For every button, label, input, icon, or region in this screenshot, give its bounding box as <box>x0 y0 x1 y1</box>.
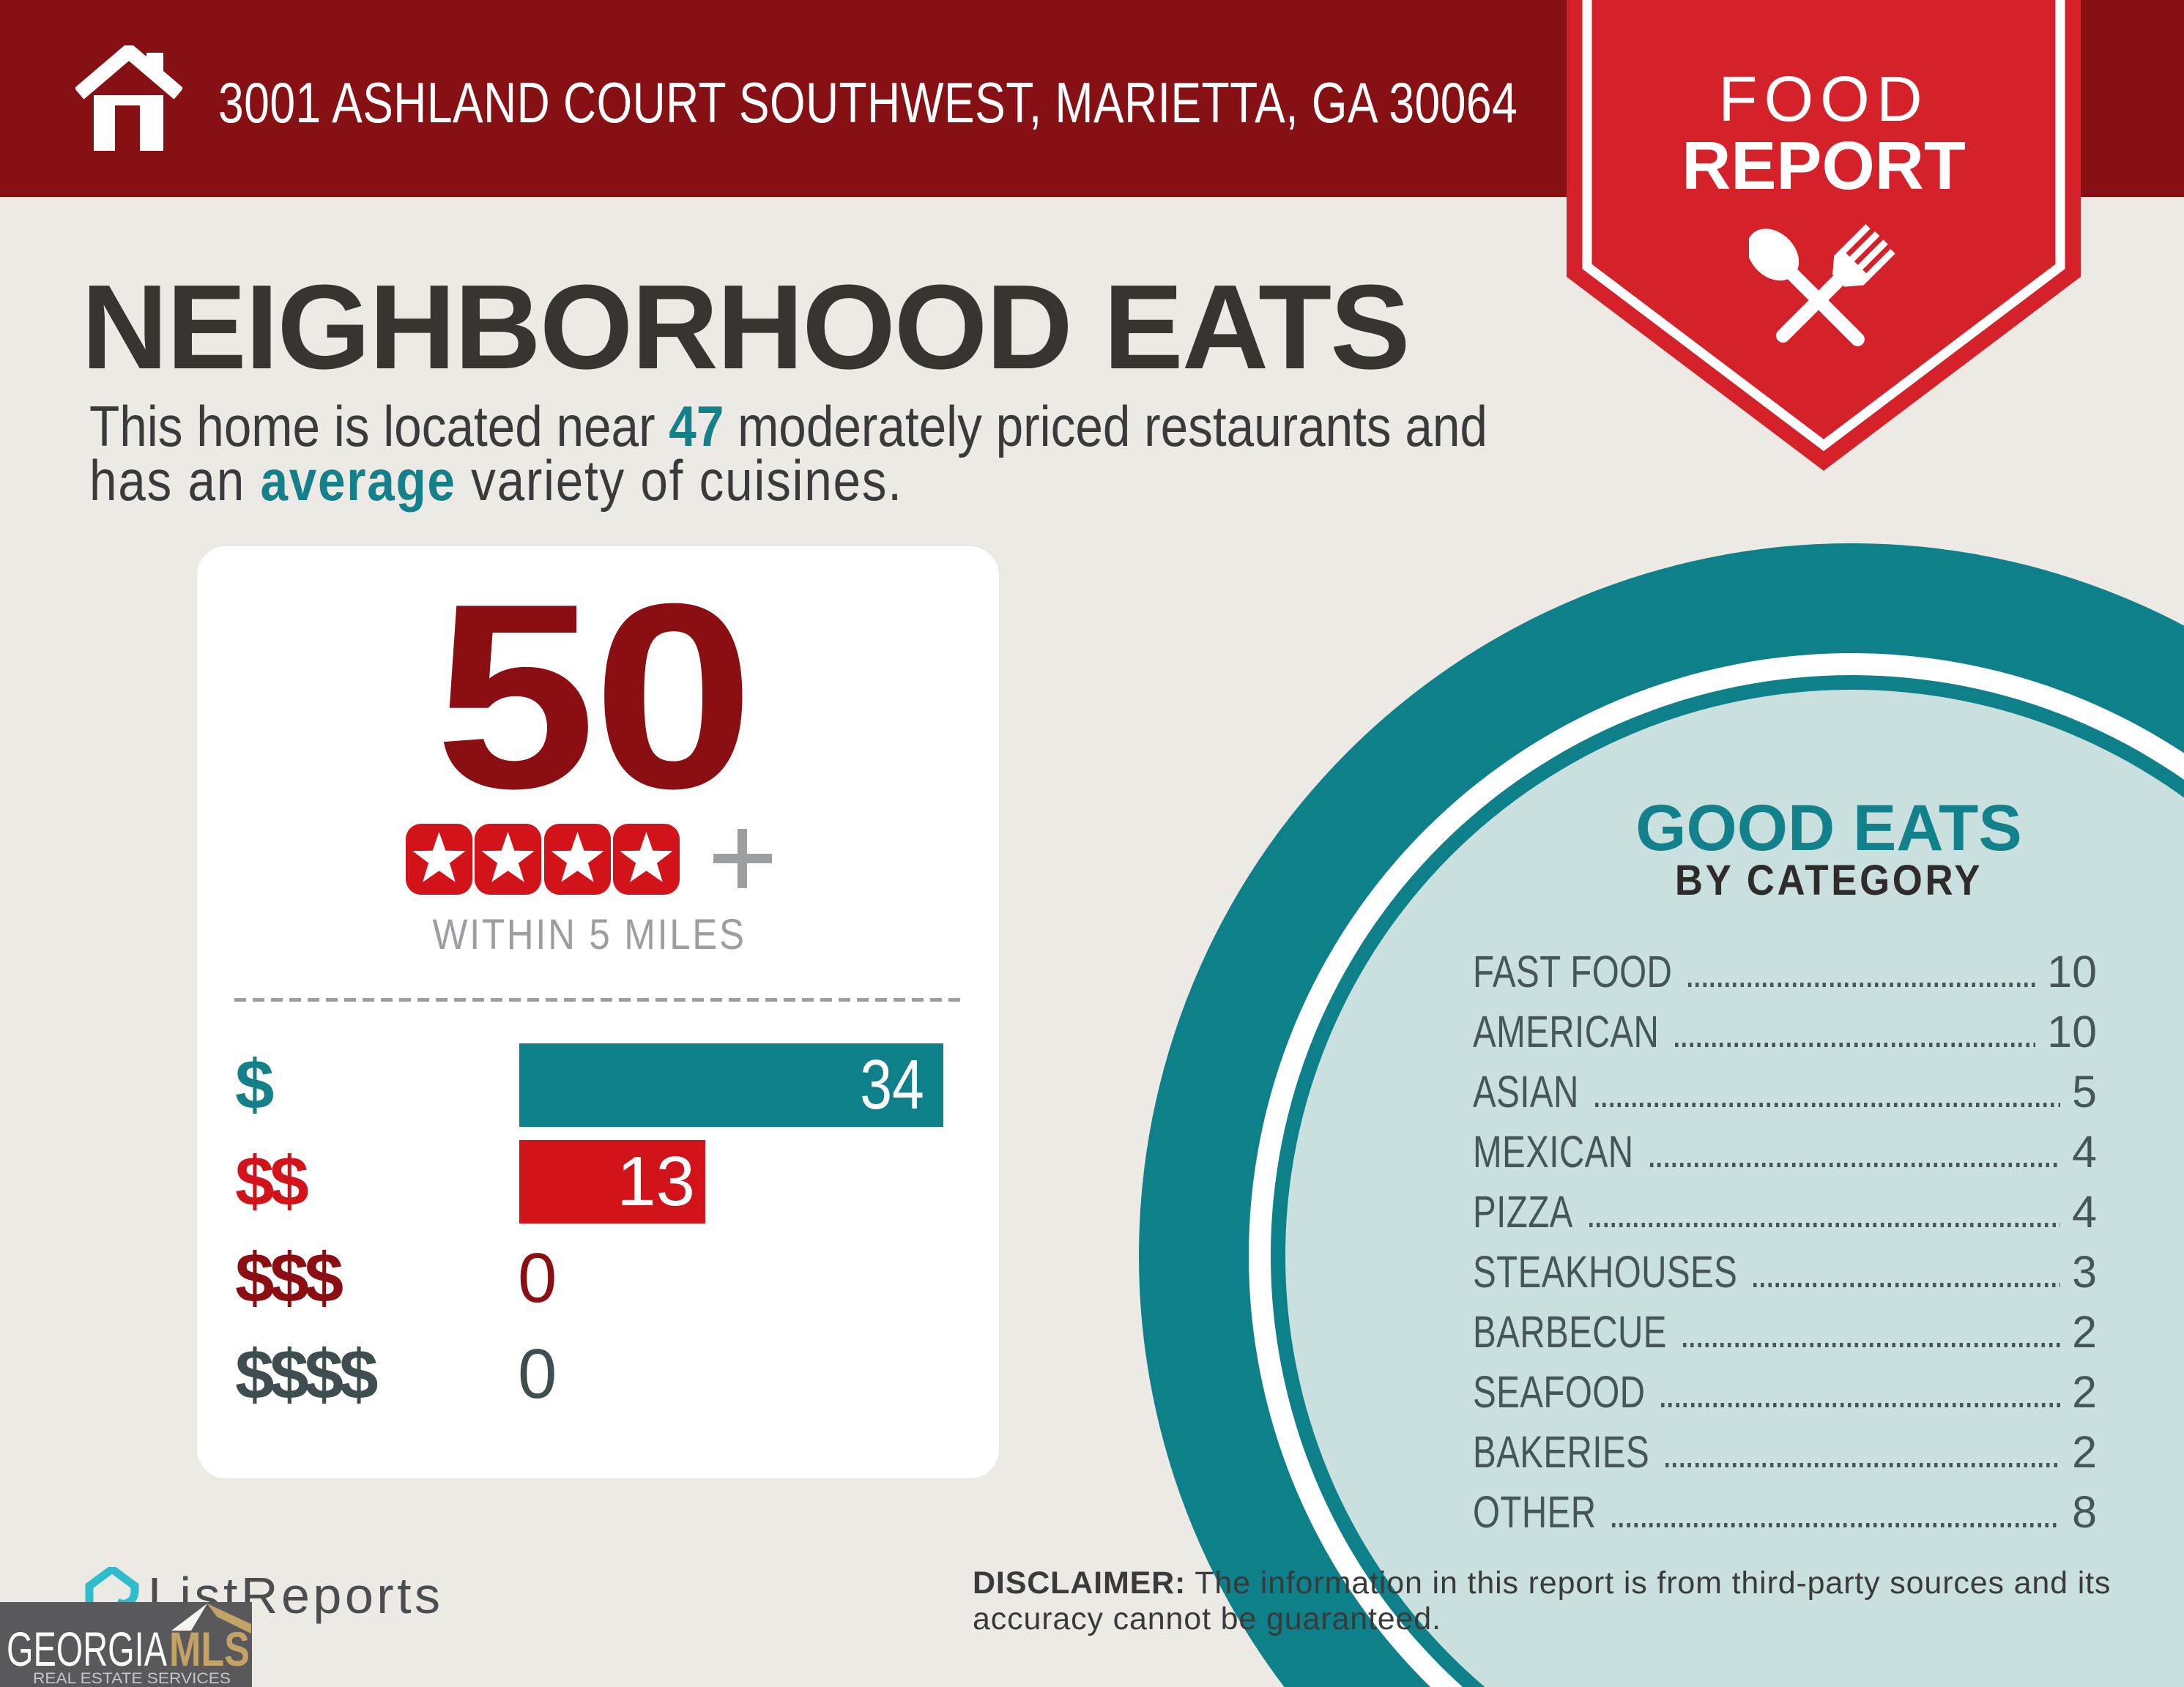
svg-text:GEORGIA: GEORGIA <box>7 1622 167 1676</box>
svg-text:REAL ESTATE SERVICES: REAL ESTATE SERVICES <box>33 1670 231 1687</box>
svg-text:MLS: MLS <box>169 1622 250 1676</box>
